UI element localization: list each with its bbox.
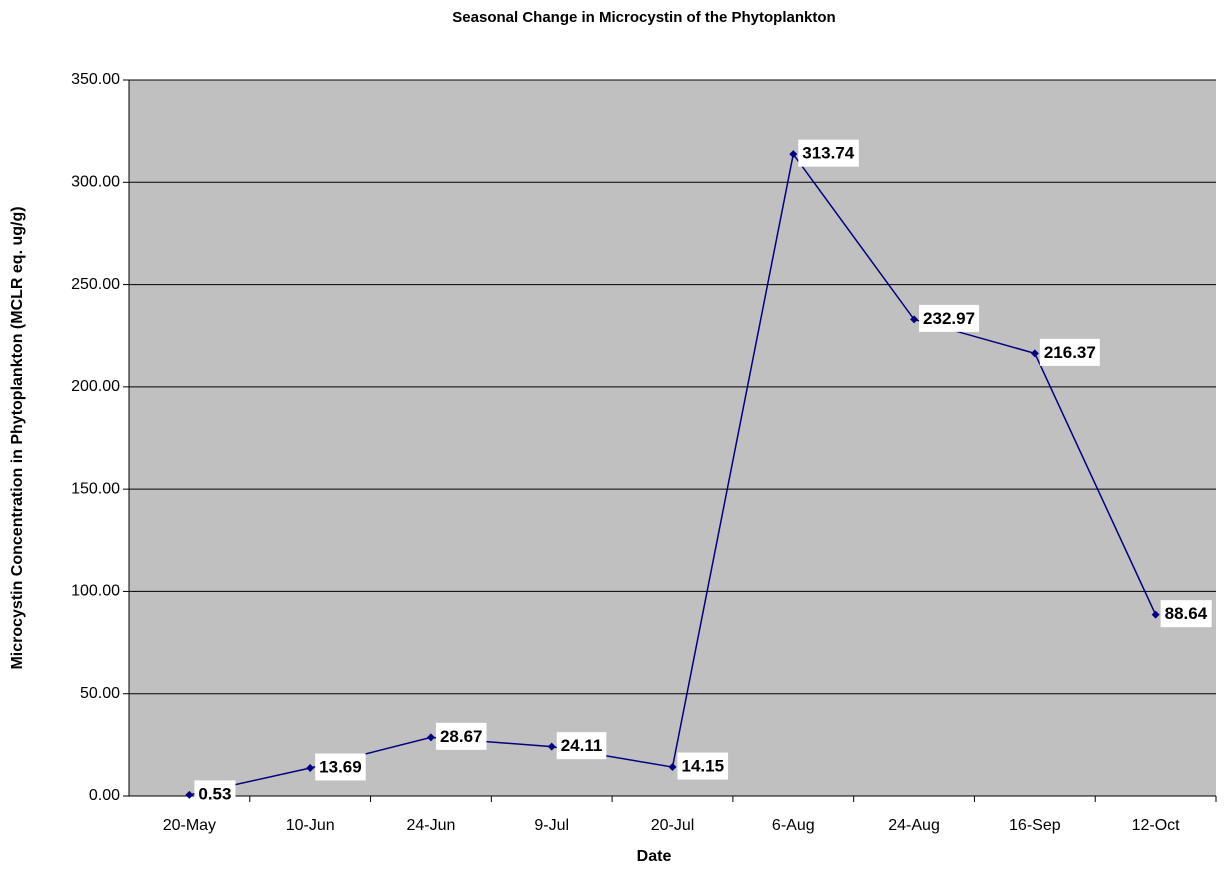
data-label: 88.64 bbox=[1165, 604, 1208, 623]
data-label: 14.15 bbox=[682, 757, 725, 776]
data-point bbox=[426, 733, 435, 742]
label-bg bbox=[1039, 338, 1100, 366]
label-bg bbox=[798, 139, 859, 167]
y-axis-title: Microcystin Concentration in Phytoplankt… bbox=[9, 206, 26, 669]
plot-area bbox=[129, 80, 1216, 796]
label-bg bbox=[677, 752, 729, 780]
label-bg bbox=[194, 780, 236, 808]
x-tick-label: 6-Aug bbox=[772, 817, 815, 834]
data-point bbox=[306, 763, 315, 772]
data-label: 313.74 bbox=[802, 144, 855, 163]
data-point bbox=[668, 763, 677, 772]
label-bg bbox=[556, 732, 607, 760]
y-tick-label: 200.00 bbox=[71, 378, 120, 395]
data-point bbox=[789, 150, 798, 159]
x-axis-title: Date bbox=[637, 848, 672, 865]
data-label: 232.97 bbox=[923, 309, 975, 328]
data-point bbox=[1151, 610, 1160, 619]
y-tick-label: 0.00 bbox=[89, 787, 120, 804]
x-tick-label: 10-Jun bbox=[286, 817, 335, 834]
label-bg bbox=[919, 304, 980, 332]
x-tick-label: 24-Jun bbox=[406, 817, 455, 834]
y-tick-label: 50.00 bbox=[80, 685, 120, 702]
x-tick-label: 20-Jul bbox=[651, 817, 695, 834]
x-tick-label: 24-Aug bbox=[888, 817, 940, 834]
x-tick-label: 20-May bbox=[163, 817, 216, 834]
label-bg bbox=[435, 722, 487, 750]
x-tick-label: 9-Jul bbox=[534, 817, 569, 834]
x-tick-label: 12-Oct bbox=[1132, 817, 1181, 834]
y-tick-label: 100.00 bbox=[71, 583, 120, 600]
y-tick-label: 150.00 bbox=[71, 480, 120, 497]
x-tick-label: 16-Sep bbox=[1009, 817, 1061, 834]
data-point bbox=[185, 790, 194, 799]
y-tick-label: 250.00 bbox=[71, 276, 120, 293]
data-point bbox=[1030, 349, 1039, 358]
data-point bbox=[547, 742, 556, 751]
data-label: 13.69 bbox=[319, 757, 362, 776]
y-tick-label: 350.00 bbox=[71, 71, 120, 88]
data-point bbox=[910, 315, 919, 324]
label-bg bbox=[315, 753, 366, 781]
label-bg bbox=[1160, 600, 1212, 628]
data-label: 24.11 bbox=[561, 736, 603, 755]
chart-title: Seasonal Change in Microcystin of the Ph… bbox=[452, 9, 835, 26]
data-label: 0.53 bbox=[198, 784, 231, 803]
data-label: 28.67 bbox=[440, 727, 483, 746]
y-tick-label: 300.00 bbox=[71, 174, 120, 191]
data-label: 216.37 bbox=[1044, 343, 1096, 362]
